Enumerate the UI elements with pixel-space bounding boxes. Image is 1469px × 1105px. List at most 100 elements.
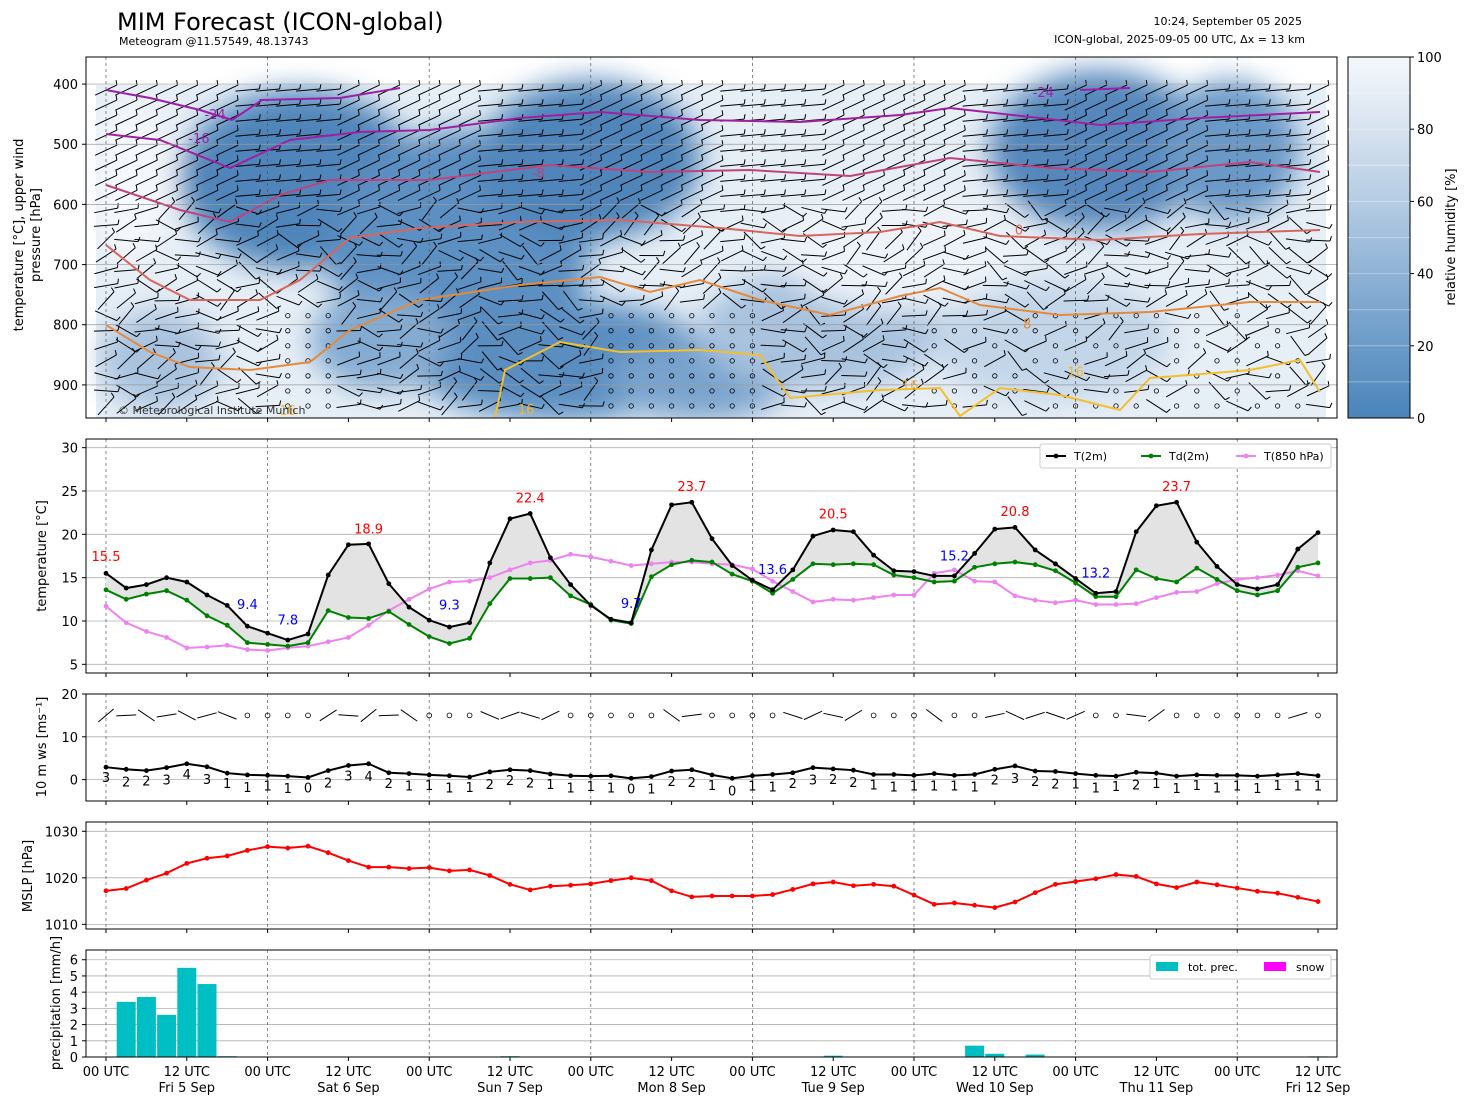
wind-barb: [255, 267, 280, 274]
wind-barb: [1124, 239, 1149, 242]
data-point: [1093, 772, 1099, 778]
wind-barb-flag: [1024, 303, 1030, 308]
wind-barb: [336, 342, 361, 350]
wind-barb: [1245, 178, 1270, 182]
wind-barb: [740, 208, 765, 213]
wind-barb-flag: [279, 189, 281, 195]
data-point: [1275, 890, 1280, 896]
wind-barb: [1003, 281, 1027, 290]
data-point: [527, 576, 533, 581]
data-point: [366, 864, 371, 870]
wind-barb-flag: [558, 411, 564, 415]
wind-barb-flag: [681, 185, 683, 191]
wind-barb-flag: [1063, 288, 1066, 295]
ytick-label: 700: [53, 259, 78, 274]
wind-barb-flag: [398, 155, 401, 161]
ytick-label: 4: [70, 986, 78, 1001]
wind-barb-flag: [1289, 84, 1291, 90]
wind-barb: [135, 144, 158, 156]
wind-barb: [801, 193, 825, 197]
wind-barb-flag: [178, 295, 181, 301]
wind-barb-flag: [784, 129, 786, 135]
wind-barb-flag: [824, 99, 827, 105]
wind-barb-flag: [378, 125, 380, 131]
wind-barb: [399, 322, 419, 340]
data-point: [1194, 879, 1200, 885]
wind-barb-flag: [541, 355, 545, 362]
ytick-label: 900: [53, 379, 78, 394]
wind-barb: [1285, 88, 1310, 92]
ytick-label: 6: [70, 954, 78, 969]
wind-barb-flag: [539, 380, 544, 384]
wind-barb-flag: [677, 242, 681, 248]
wind-barb: [760, 88, 785, 92]
data-point: [1093, 602, 1099, 607]
wind-barb-flag: [1165, 110, 1168, 116]
wind-barb: [518, 266, 542, 276]
wind-barb-flag: [521, 159, 524, 165]
wind-barb: [1185, 99, 1208, 111]
wind-barb: [397, 129, 421, 141]
data-point: [123, 585, 129, 591]
wind-barb-flag: [1125, 155, 1128, 161]
wind-barb-flag: [763, 84, 766, 90]
wind-barb: [1288, 292, 1308, 310]
wind-barb-flag: [258, 144, 261, 150]
wind-barb-flag: [802, 347, 808, 353]
wind-barb: [1144, 206, 1169, 215]
wind-barb-flag: [1306, 380, 1309, 386]
wind-barb: [599, 144, 623, 156]
data-point: [568, 593, 573, 599]
wind-barb: [175, 129, 198, 141]
data-point: [406, 622, 412, 627]
wind-barb-flag: [943, 185, 946, 191]
wind-barb-flag: [419, 261, 421, 267]
wind-speed-label: 1: [869, 778, 877, 793]
wind-barb-flag: [899, 272, 903, 278]
wind-barb: [518, 326, 542, 335]
wind-barb-flag: [802, 258, 807, 263]
wind-barb-flag: [541, 84, 544, 90]
wind-barb-flag: [479, 185, 481, 191]
wind-barb: [620, 129, 643, 141]
wind-barb: [154, 327, 179, 335]
wind-barb-flag: [1006, 298, 1010, 303]
wind-barb: [558, 133, 583, 137]
wind-barb-flag: [763, 189, 766, 195]
wind-barb-flag: [877, 361, 882, 367]
wind-barb: [417, 238, 442, 243]
wind-barb-flag: [640, 95, 643, 101]
data-point: [507, 881, 513, 887]
wind-barb-flag: [804, 402, 807, 408]
wind-barb: [944, 338, 965, 353]
wind-barb-flag: [299, 129, 302, 135]
wind-barb: [1043, 88, 1068, 92]
wind-barb: [843, 338, 864, 353]
wind-barb: [1024, 234, 1046, 247]
wind-barb: [802, 218, 824, 233]
wind-barb: [175, 99, 198, 111]
wind-barb-flag: [335, 261, 341, 266]
data-point: [770, 590, 775, 596]
wind-barb: [340, 305, 357, 326]
wind-barb-flag: [743, 174, 746, 180]
wind-barb-flag: [353, 242, 357, 247]
wind-barb-flag: [1186, 95, 1188, 101]
calm-marker: [426, 712, 433, 719]
wind-barb: [844, 709, 863, 721]
wind-barb: [906, 230, 922, 251]
wind-barb-flag: [458, 95, 461, 101]
data-point: [366, 616, 371, 621]
calm-marker: [749, 373, 756, 379]
calm-marker: [1174, 343, 1180, 349]
calm-marker: [689, 403, 695, 409]
wind-barb: [962, 314, 987, 318]
data-point: [548, 771, 553, 777]
calm-marker: [608, 373, 614, 379]
calm-marker: [1194, 328, 1200, 334]
wind-barb: [397, 114, 421, 126]
wind-barb-flag: [358, 392, 363, 397]
wind-barb-flag: [1105, 185, 1108, 191]
calm-marker: [709, 343, 715, 349]
wind-barb: [1165, 99, 1188, 111]
